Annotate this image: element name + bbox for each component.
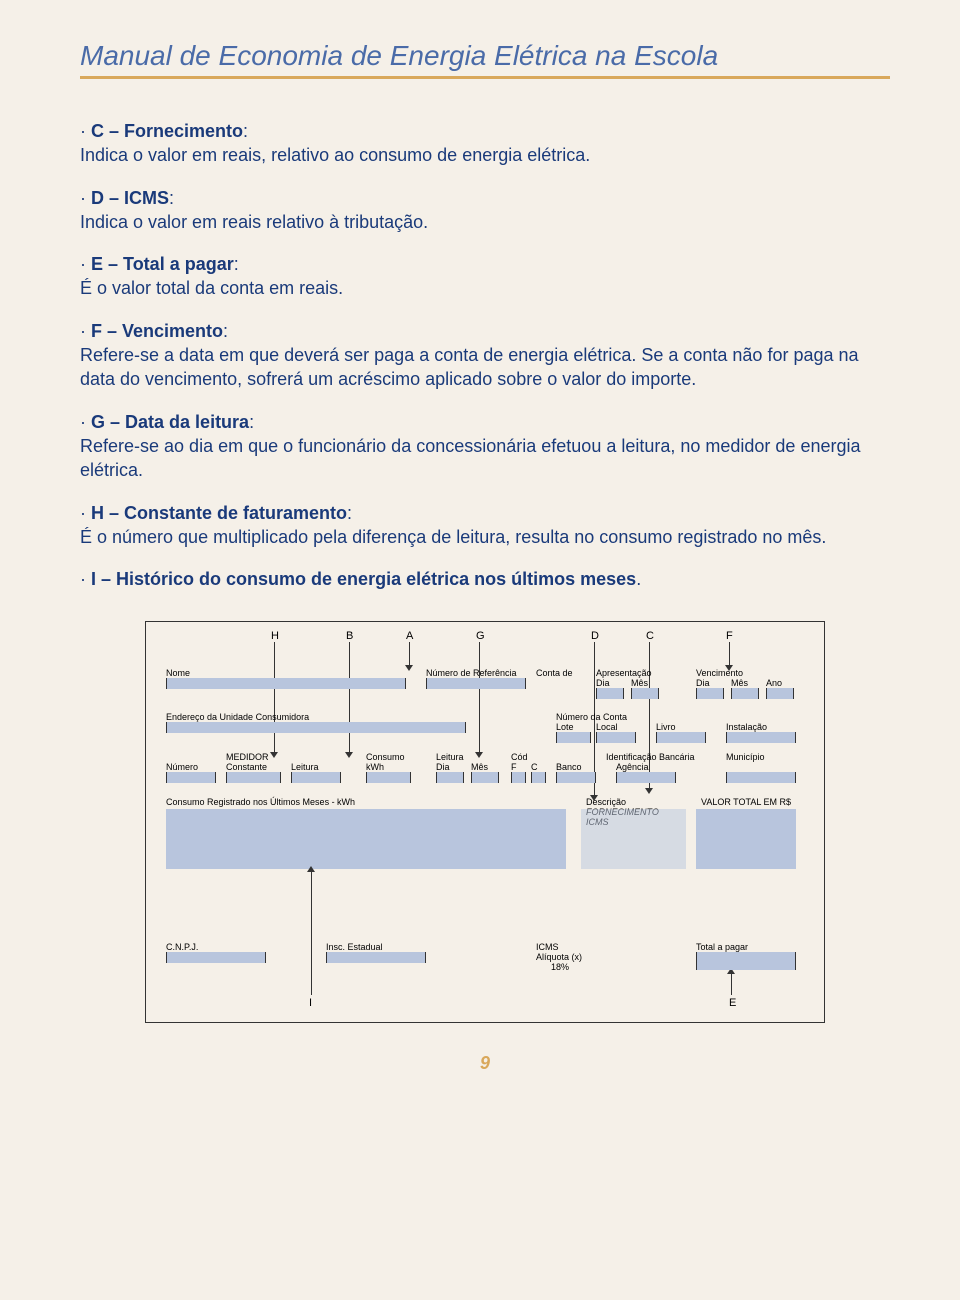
cell-numconta: Número da Conta	[556, 712, 646, 722]
letter-e: E	[729, 997, 736, 1009]
def-h: · H – Constante de faturamento: É o núme…	[80, 501, 890, 550]
letter-d: D	[591, 630, 599, 642]
cell-instalacao: Instalação	[726, 722, 796, 743]
letter-b: B	[346, 630, 353, 642]
bill-diagram: H B A G D C F	[145, 621, 825, 1023]
cell-leitura: Leitura	[291, 762, 341, 783]
cell-consumo-reg: Consumo Registrado nos Últimos Meses - k…	[166, 797, 566, 807]
cell-apresentacao: Apresentação	[596, 668, 666, 678]
cell-lote: Lote	[556, 722, 591, 743]
cell-leitura2: Leitura	[436, 752, 486, 762]
cell-mes1: Mês	[631, 678, 659, 699]
def-f: · F – Vencimento: Refere-se a data em qu…	[80, 319, 890, 392]
cell-dia3: Dia	[436, 762, 464, 783]
cell-idbanc: Identificação Bancária	[606, 752, 716, 762]
cell-conta: Conta de	[536, 668, 586, 678]
cell-cod: Cód	[511, 752, 541, 762]
cell-agencia: Agência	[616, 762, 676, 783]
cell-icms2: ICMS Alíquota (x) 18%	[536, 942, 606, 972]
letter-g: G	[476, 630, 485, 642]
header-rule	[80, 76, 890, 79]
cell-cnpj: C.N.P.J.	[166, 942, 266, 963]
def-e: · E – Total a pagar: É o valor total da …	[80, 252, 890, 301]
letter-i: I	[309, 997, 312, 1009]
def-i: · I – Histórico do consumo de energia el…	[80, 567, 890, 591]
letter-h: H	[271, 630, 279, 642]
cell-constante: Constante	[226, 762, 281, 783]
cell-medidor: MEDIDOR	[226, 752, 286, 762]
cell-mes2: Mês	[731, 678, 759, 699]
cell-f: F	[511, 762, 526, 783]
cell-mes3: Mês	[471, 762, 499, 783]
letter-c: C	[646, 630, 654, 642]
cell-consumo: Consumo	[366, 752, 416, 762]
def-d: · D – ICMS: Indica o valor em reais rela…	[80, 186, 890, 235]
def-g: · G – Data da leitura: Refere-se ao dia …	[80, 410, 890, 483]
cell-dia1: Dia	[596, 678, 624, 699]
cell-insc: Insc. Estadual	[326, 942, 426, 963]
cell-vencimento: Vencimento	[696, 668, 766, 678]
cell-local: Local	[596, 722, 636, 743]
cell-kwh: kWh	[366, 762, 411, 783]
cell-numref: Número de Referência	[426, 668, 526, 689]
cell-numero: Número	[166, 762, 216, 783]
page-title: Manual de Economia de Energia Elétrica n…	[80, 40, 890, 72]
cell-c: C	[531, 762, 546, 783]
cell-nome: Nome	[166, 668, 406, 689]
cell-livro: Livro	[656, 722, 706, 743]
definitions-list: · C – Fornecimento: Indica o valor em re…	[80, 119, 890, 591]
page-number: 9	[80, 1053, 890, 1074]
def-c: · C – Fornecimento: Indica o valor em re…	[80, 119, 890, 168]
cell-banco: Banco	[556, 762, 596, 783]
cell-municipio: Município	[726, 752, 796, 783]
cell-dia2: Dia	[696, 678, 724, 699]
cell-valor-total: VALOR TOTAL EM R$	[701, 797, 801, 807]
letter-a: A	[406, 630, 413, 642]
cell-total-pagar: Total a pagar	[696, 942, 796, 970]
cell-endereco: Endereço da Unidade Consumidora	[166, 712, 466, 733]
letter-f: F	[726, 630, 733, 642]
cell-ano: Ano	[766, 678, 794, 699]
